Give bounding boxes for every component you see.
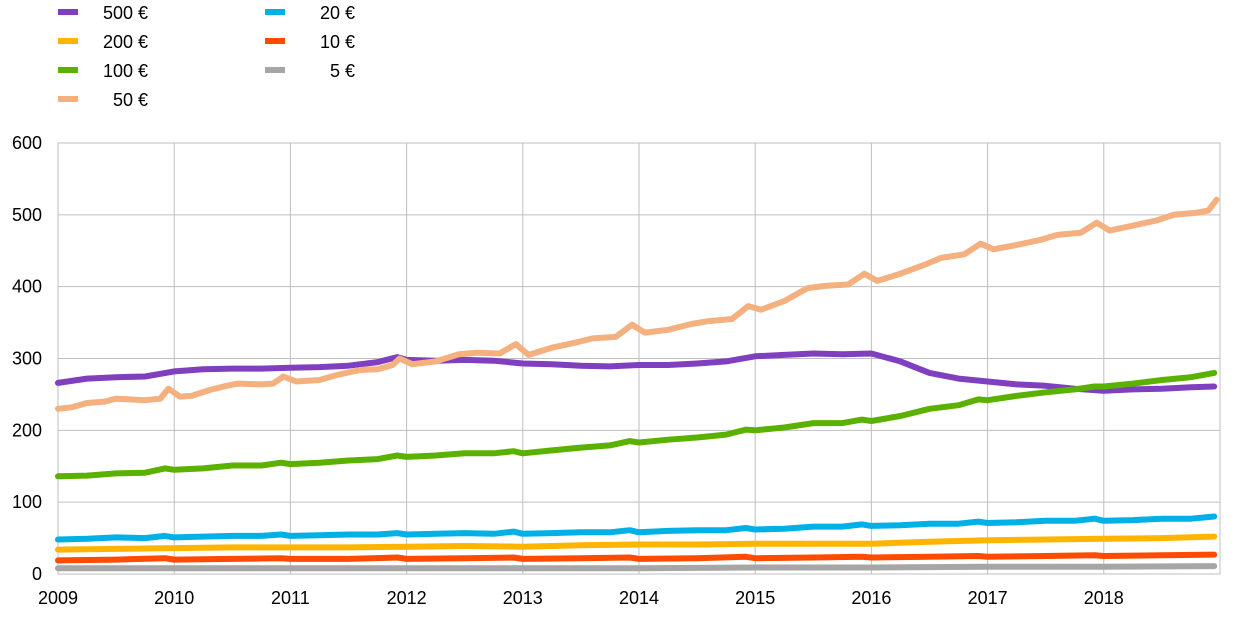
y-tick-label: 600 bbox=[12, 133, 42, 153]
y-tick-label: 0 bbox=[32, 564, 42, 584]
y-tick-label: 400 bbox=[12, 277, 42, 297]
series-line-100-euro bbox=[55, 369, 1218, 480]
x-tick-label: 2011 bbox=[271, 588, 310, 608]
legend-label-5-euro: 5 € bbox=[330, 61, 355, 81]
x-tick-label: 2009 bbox=[38, 588, 78, 608]
y-tick-label: 500 bbox=[12, 205, 42, 225]
x-tick-label: 2012 bbox=[387, 588, 427, 608]
legend-label-100-euro: 100 € bbox=[103, 61, 148, 81]
x-tick-label: 2010 bbox=[154, 588, 194, 608]
legend-label-20-euro: 20 € bbox=[320, 3, 355, 23]
x-tick-label: 2014 bbox=[619, 588, 659, 608]
plot-frame bbox=[57, 142, 1221, 575]
series-layer bbox=[55, 196, 1220, 572]
series-line-50-euro bbox=[55, 196, 1220, 412]
series-line-5-euro bbox=[55, 563, 1218, 572]
y-axis-ticks: 0 100 200 300 400 500 600 bbox=[12, 133, 42, 584]
x-tick-label: 2017 bbox=[968, 588, 1008, 608]
legend-label-200-euro: 200 € bbox=[103, 32, 148, 52]
x-tick-label: 2018 bbox=[1084, 588, 1124, 608]
series-line-20-euro bbox=[55, 513, 1218, 543]
grid-lines bbox=[57, 142, 1220, 575]
x-tick-label: 2015 bbox=[735, 588, 775, 608]
series-line-200-euro bbox=[55, 533, 1218, 553]
series-line-500-euro bbox=[55, 350, 1218, 394]
legend-label-10-euro: 10 € bbox=[320, 32, 355, 52]
legend-label-500-euro: 500 € bbox=[103, 3, 148, 23]
series-line-10-euro bbox=[55, 551, 1218, 564]
legend: 500 € 200 € 100 € 50 € 20 € 10 € 5 € bbox=[58, 3, 355, 110]
x-tick-label: 2013 bbox=[503, 588, 543, 608]
y-tick-label: 200 bbox=[12, 420, 42, 440]
y-tick-label: 100 bbox=[12, 492, 42, 512]
y-tick-label: 300 bbox=[12, 349, 42, 369]
x-axis-ticks: 2009 2010 2011 2012 2013 2014 2015 2016 2017 2018 bbox=[38, 588, 1124, 608]
x-tick-label: 2016 bbox=[851, 588, 891, 608]
legend-label-50-euro: 50 € bbox=[113, 90, 148, 110]
